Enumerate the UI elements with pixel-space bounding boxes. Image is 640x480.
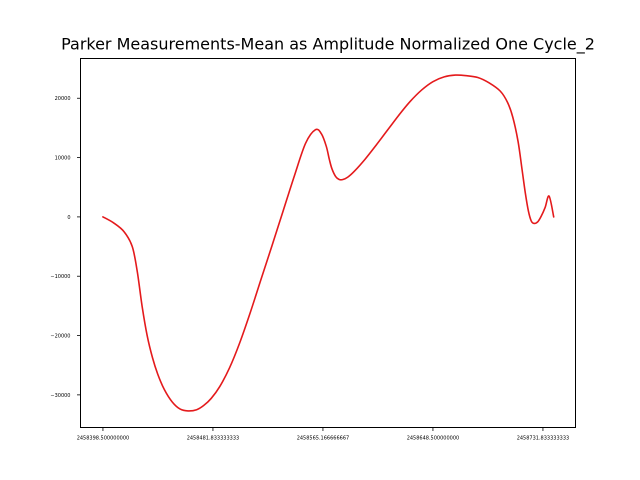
y-tick-label: −20000 bbox=[50, 334, 70, 340]
x-tick-label: 2458565.166666667 bbox=[297, 436, 350, 442]
chart-title: Parker Measurements-Mean as Amplitude No… bbox=[61, 35, 595, 55]
y-tick-label: 10000 bbox=[55, 156, 71, 162]
y-axis: −30000 −20000 −10000 0 10000 20000 bbox=[50, 96, 81, 399]
x-tick-label: 2458481.833333333 bbox=[187, 436, 240, 442]
series-line bbox=[102, 74, 555, 412]
x-axis: 2458398.500000000 2458481.833333333 245856… bbox=[77, 427, 570, 442]
series-layer bbox=[102, 74, 555, 412]
y-tick-label: 20000 bbox=[55, 96, 71, 102]
y-tick-label: −10000 bbox=[50, 274, 70, 280]
x-tick-label: 2458398.500000000 bbox=[77, 436, 130, 442]
x-tick-label: 2458731.833333333 bbox=[517, 436, 570, 442]
plot-area bbox=[80, 58, 576, 428]
x-tick-label: 2458648.500000000 bbox=[407, 436, 460, 442]
y-tick-label: −30000 bbox=[50, 393, 70, 399]
y-tick-label: 0 bbox=[67, 215, 70, 221]
